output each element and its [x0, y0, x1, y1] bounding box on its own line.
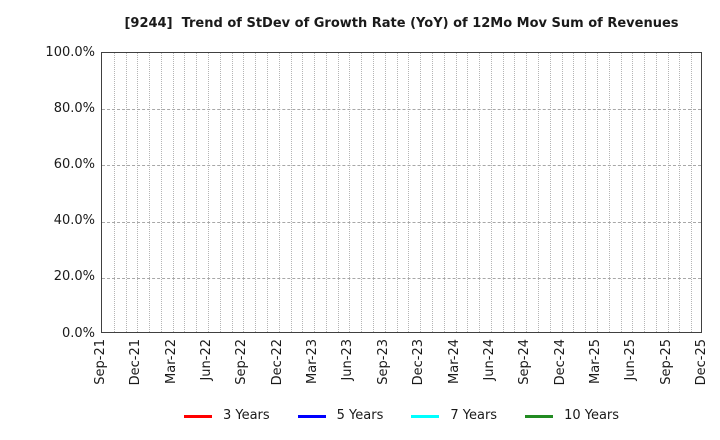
v-gridline [290, 53, 292, 332]
legend-item: 10 Years [525, 408, 619, 424]
series-layer [102, 53, 701, 332]
v-gridline [137, 53, 139, 332]
y-tick-label: 40.0% [53, 213, 95, 229]
v-gridline [596, 53, 598, 332]
y-tick-label: 60.0% [53, 156, 95, 172]
y-tick-label: 20.0% [53, 269, 95, 285]
x-tick-label: Jun-23 [340, 339, 356, 381]
legend-line-swatch [411, 414, 440, 418]
x-tick-label: Dec-23 [411, 339, 427, 386]
x-tick-label: Mar-23 [305, 339, 321, 384]
v-gridline [608, 53, 610, 332]
x-tick-label: Jun-25 [623, 339, 639, 381]
v-gridline [125, 53, 127, 332]
v-gridline [431, 53, 433, 332]
h-gridline [102, 277, 701, 279]
v-gridline [490, 53, 492, 332]
legend-label: 7 Years [450, 408, 498, 423]
h-gridline [102, 109, 701, 111]
v-gridline [667, 53, 669, 332]
v-gridline [219, 53, 221, 332]
x-tick-label: Sep-24 [517, 339, 533, 385]
v-gridline [160, 53, 162, 332]
v-gridline [337, 53, 339, 332]
x-tick-label: Sep-21 [93, 339, 108, 385]
v-gridline [573, 53, 575, 332]
v-gridline [479, 53, 481, 332]
y-tick-label: 0.0% [61, 325, 95, 341]
x-tick-label: Dec-25 [694, 339, 709, 386]
h-gridline [102, 165, 701, 167]
x-tick-label: Mar-25 [587, 339, 603, 384]
x-tick-label: Jun-22 [199, 339, 215, 381]
v-gridline [455, 53, 457, 332]
v-gridline [538, 53, 540, 332]
v-gridline [561, 53, 563, 332]
h-gridline [102, 221, 701, 223]
y-tick-label: 100.0% [45, 44, 95, 60]
x-axis: Sep-21 Dec-21 Mar-22 Jun-22 Sep-22 Dec-22 Mar-… [93, 339, 709, 391]
v-gridline [349, 53, 351, 332]
v-gridline [149, 53, 151, 332]
v-gridline [384, 53, 386, 332]
v-gridline [526, 53, 528, 332]
v-gridline [325, 53, 327, 332]
v-gridline [396, 53, 398, 332]
x-tick-label: Sep-22 [234, 339, 250, 385]
legend: 3 Years 5 Years 7 Years 10 Years [101, 405, 702, 427]
legend-item: 5 Years [297, 408, 384, 424]
x-tick-label: Mar-24 [446, 339, 462, 384]
v-gridline [549, 53, 551, 332]
v-gridline [644, 53, 646, 332]
v-gridline [514, 53, 516, 332]
v-gridline [373, 53, 375, 332]
v-gridline [632, 53, 634, 332]
v-gridline [679, 53, 681, 332]
v-gridline [196, 53, 198, 332]
v-gridline [314, 53, 316, 332]
v-gridline [585, 53, 587, 332]
x-tick-label: Sep-23 [375, 339, 391, 385]
x-tick-label: Dec-24 [552, 339, 568, 386]
v-gridline [420, 53, 422, 332]
v-gridline [691, 53, 693, 332]
x-tick-label: Dec-22 [269, 339, 285, 386]
legend-item: 7 Years [411, 408, 497, 424]
v-gridline [266, 53, 268, 332]
v-gridline [113, 53, 115, 332]
v-gridline [502, 53, 504, 332]
legend-line-swatch [183, 414, 212, 418]
v-gridline [278, 53, 280, 332]
v-gridline [184, 53, 186, 332]
v-gridline [443, 53, 445, 332]
x-tick-label: Mar-22 [163, 339, 179, 384]
v-gridline [361, 53, 363, 332]
v-gridline [255, 53, 257, 332]
legend-line-swatch [297, 414, 326, 418]
v-gridline [408, 53, 410, 332]
plot-area [101, 52, 702, 333]
x-tick-label: Jun-24 [481, 339, 497, 381]
legend-item: 3 Years [183, 408, 270, 424]
y-axis: 0.0% 20.0% 40.0% 60.0% 80.0% 100.0% [0, 45, 95, 341]
legend-label: 3 Years [222, 408, 270, 423]
legend-label: 5 Years [336, 408, 384, 423]
x-tick-label: Sep-25 [658, 339, 674, 385]
legend-line-swatch [525, 414, 554, 418]
legend-label: 10 Years [564, 408, 620, 423]
v-gridline [243, 53, 245, 332]
x-tick-label: Dec-21 [128, 339, 144, 386]
v-gridline [231, 53, 233, 332]
v-gridline [172, 53, 174, 332]
v-gridline [655, 53, 657, 332]
chart-title: [9244] Trend of StDev of Growth Rate (Yo… [124, 16, 679, 31]
v-gridline [208, 53, 210, 332]
v-gridline [302, 53, 304, 332]
y-tick-label: 80.0% [53, 100, 95, 116]
v-gridline [620, 53, 622, 332]
v-gridline [467, 53, 469, 332]
